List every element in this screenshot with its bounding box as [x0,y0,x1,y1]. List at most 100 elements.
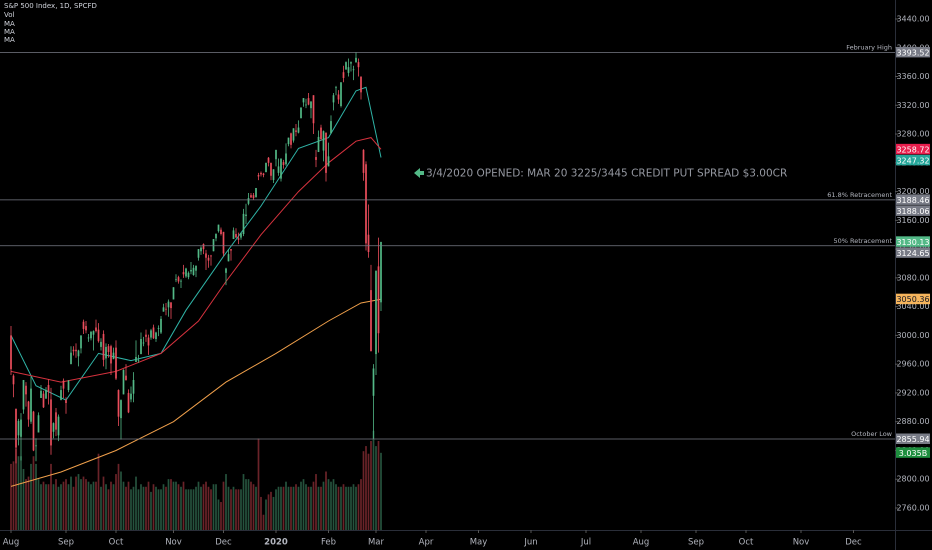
candle-body [112,352,115,360]
candle-body [130,393,132,400]
candle-body [180,280,182,282]
volume-bar [110,481,112,530]
candle-body [367,234,370,252]
price-label: 3124.65 [896,249,929,258]
volume-bar [267,494,270,530]
y-tick-label: 2760.00 [896,503,929,512]
candle-body [12,375,15,385]
candle-body [292,128,295,141]
volume-bar [272,496,275,530]
candle-body [42,393,45,408]
volume-bar [287,486,290,530]
volume-bar [185,489,187,530]
candle-body [202,244,205,250]
volume-bar [145,486,147,530]
candle-body [175,279,177,281]
volume-bar [155,486,157,530]
candle-body [20,419,22,437]
candle-body [142,342,145,344]
x-tick-label: Mar [368,538,385,548]
volume-bar [355,486,357,530]
candle-body [10,335,12,370]
candle-body [62,380,65,389]
candle-body [300,107,302,119]
candle-body [80,335,82,349]
volume-bar [15,448,17,530]
candle-body [265,162,267,173]
candle-body [182,272,185,275]
x-tick-label: Feb [321,538,336,548]
candle-body [282,162,285,165]
y-tick-label: 3080.00 [896,273,929,282]
candle-body [220,229,222,235]
y-tick-label: 3320.00 [896,101,929,110]
volume-bar [350,486,352,530]
candle-body [140,338,142,355]
candle-body [242,213,245,235]
volume-bar [122,481,125,530]
candle-body [120,400,122,419]
candle-body [17,420,20,436]
volume-bar [367,453,370,530]
candle-body [245,214,247,217]
price-label-box [896,433,930,445]
volume-bar [365,446,367,530]
volume-bar [257,438,260,530]
candle-body [335,87,337,89]
price-label-box [896,46,930,58]
candle-body [170,302,172,309]
candle-body [337,94,340,100]
volume-bar [325,471,327,530]
volume-bar [97,453,100,530]
candle-body [250,195,252,198]
volume-bar [30,463,32,530]
candle-body [330,121,332,134]
volume-bar [297,486,300,530]
volume-bar [75,476,77,530]
volume-bar [312,481,315,530]
candle-body [255,187,257,198]
candle-body [125,375,127,380]
candle-body [237,238,240,240]
volume-bar [300,481,302,530]
level-label: 61.8% Retracement [827,191,892,199]
candle-body [280,158,282,179]
volume-bar [50,463,52,530]
x-tick-label: Sep [58,538,74,548]
candle-body [37,415,40,433]
candle-body [285,153,287,165]
volume-bar [80,479,82,530]
y-tick-label: 3040.00 [896,302,929,311]
candle-body [352,69,355,71]
volume-bar [87,481,90,530]
volume-bar [65,479,67,530]
candle-body [190,269,192,272]
candle-body [160,318,162,333]
volume-bar [230,489,232,530]
x-tick-label: Sep [688,538,704,548]
candle-body [50,399,52,446]
volume-bar [107,489,110,530]
candle-body [162,307,165,312]
candle-body [97,329,100,342]
volume-bar [315,474,317,530]
volume-bar [17,456,20,530]
candle-body [25,385,27,395]
price-label: 3188.46 [896,196,929,205]
candle-body [350,62,352,64]
volume-bar [135,476,137,530]
level-label: 50% Retracement [833,237,892,245]
x-tick-label: Aug [633,538,650,548]
candle-body [370,290,372,352]
candle-body [122,369,125,395]
volume-bar [180,486,182,530]
candle-body [177,277,180,282]
volume-bar [322,481,325,530]
volume-bar [100,486,102,530]
volume-bar [200,486,202,530]
candle-body [232,230,235,240]
y-tick-label: 3160.00 [896,216,929,225]
candle-body [347,67,350,73]
volume-bar [222,481,225,530]
candle-body [217,224,220,232]
